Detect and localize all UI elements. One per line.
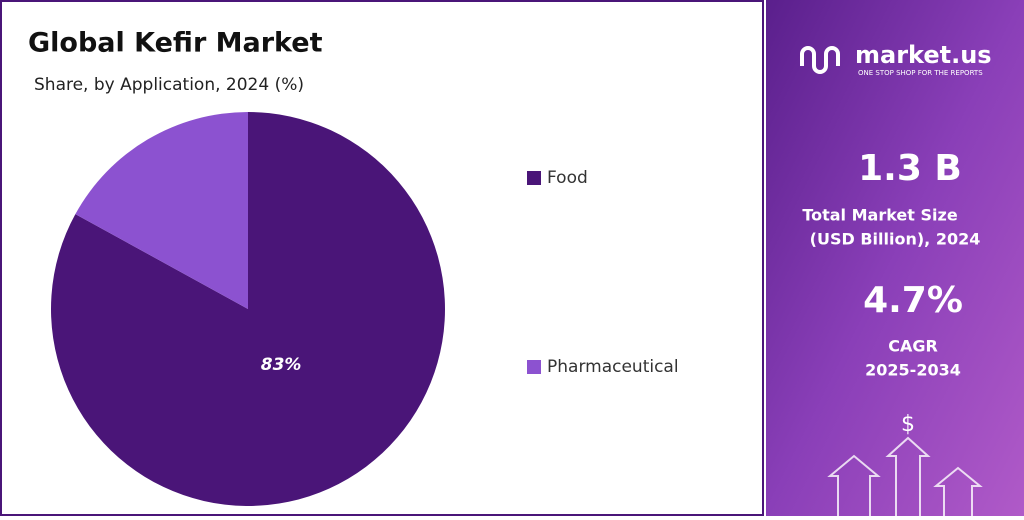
stat-label: CAGR: [888, 337, 938, 356]
stat-label: Total Market Size: [802, 206, 957, 225]
stat-label: (USD Billion), 2024: [810, 230, 981, 249]
legend-label: Pharmaceutical: [547, 357, 679, 377]
legend-swatch: [527, 171, 541, 185]
stat-value: 1.3 B: [858, 148, 962, 189]
logo-icon: [800, 46, 840, 74]
dollar-icon: $: [901, 412, 915, 437]
stat-value: 4.7%: [863, 280, 963, 321]
arrows-decoration: [827, 436, 983, 516]
pie-slice: [75, 112, 248, 309]
brand: market.us: [855, 41, 992, 69]
pie-slice: [50, 112, 445, 506]
chart-title: Global Kefir Market: [28, 28, 323, 59]
tagline: ONE STOP SHOP FOR THE REPORTS: [858, 69, 983, 77]
side-panel: [766, 0, 1024, 516]
stat-label: 2025-2034: [865, 361, 961, 380]
legend-swatch: [527, 360, 541, 374]
chart-subtitle: Share, by Application, 2024 (%): [34, 75, 304, 95]
data-label: 83%: [261, 355, 302, 375]
legend-label: Food: [547, 168, 588, 188]
